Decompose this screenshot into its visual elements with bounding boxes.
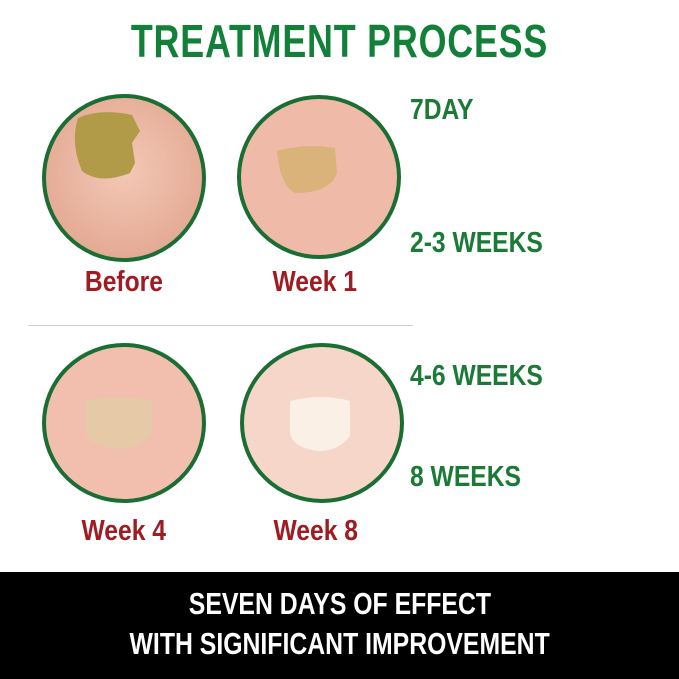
bottom-banner: SEVEN DAYS OF EFFECT WITH SIGNIFICANT IM… xyxy=(0,572,679,679)
caption-week8: Week 8 xyxy=(273,515,359,547)
timeline-4-6-weeks: 4-6 WEEKS xyxy=(410,360,543,392)
timeline-8-weeks: 8 WEEKS xyxy=(410,461,521,493)
banner-line-1: SEVEN DAYS OF EFFECT xyxy=(188,586,491,621)
caption-week4: Week 4 xyxy=(81,515,167,547)
timeline-2-3-weeks: 2-3 WEEKS xyxy=(410,227,543,259)
banner-line-2: WITH SIGNIFICANT IMPROVEMENT xyxy=(129,626,550,661)
caption-before: Before xyxy=(84,266,164,298)
toe-week8-image xyxy=(240,343,404,503)
toe-week4-image xyxy=(42,343,206,503)
toe-before-image xyxy=(42,94,206,262)
divider xyxy=(28,325,413,326)
page-title: TREATMENT PROCESS xyxy=(130,15,549,67)
toe-week1-image xyxy=(237,95,401,259)
caption-week1: Week 1 xyxy=(272,266,358,298)
timeline-7day: 7DAY xyxy=(410,94,474,126)
